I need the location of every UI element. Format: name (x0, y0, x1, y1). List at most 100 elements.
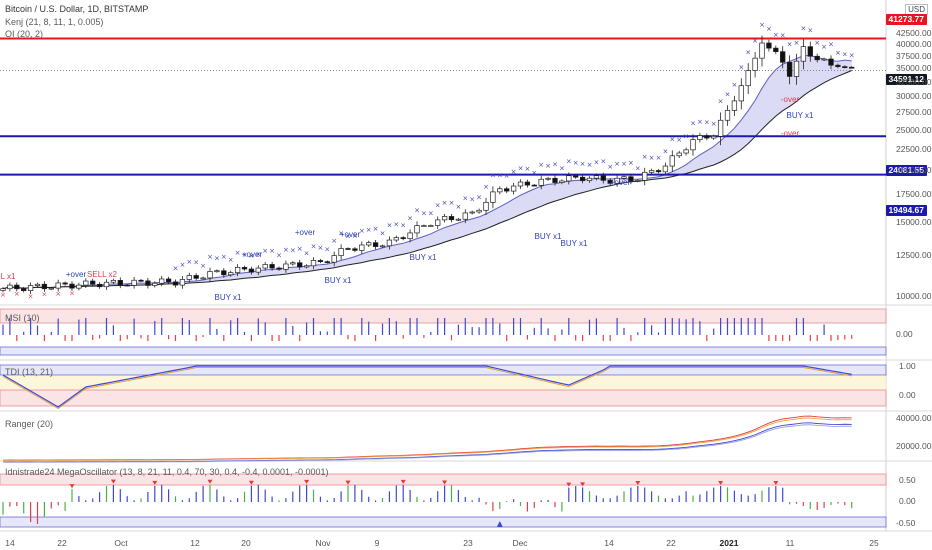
oi-marker: × (228, 256, 234, 264)
candle-body (372, 242, 379, 247)
mega-buy-arrow (496, 521, 503, 527)
mega-upper-zone (0, 473, 887, 486)
candle-body (359, 244, 365, 251)
price-axis-tick: 10000.00 (896, 290, 932, 301)
oi-marker: × (311, 242, 317, 250)
ranger-panel-label[interactable]: Ranger (20) (5, 419, 54, 429)
mega-sell-arrow (580, 482, 586, 487)
candle-body (303, 265, 310, 268)
candle-body (531, 184, 537, 187)
oi-marker: × (476, 194, 482, 202)
candle-body (621, 176, 627, 179)
candle-body (207, 271, 213, 279)
candle-body (310, 260, 317, 267)
oi-marker: × (628, 159, 634, 167)
candle-body (317, 260, 324, 262)
oi-marker: × (580, 160, 586, 168)
price-axis-tick: 42500.00 (896, 28, 932, 39)
ranger-band-line (2, 422, 852, 463)
mega-sell-arrow (69, 484, 75, 489)
tdi-signal-line (2, 367, 852, 410)
oi-marker: × (366, 226, 372, 234)
ranger-axis-tick: 20000.00 (896, 441, 932, 451)
msi-panel-label[interactable]: MSI (10) (5, 313, 40, 323)
oi-marker: × (807, 27, 813, 35)
time-axis-tick: 14 (5, 538, 15, 548)
candle-body (676, 152, 682, 157)
candle-body (821, 58, 827, 61)
oi-marker: × (331, 237, 337, 245)
candle-body (780, 51, 786, 63)
candle-body (490, 191, 496, 203)
candle-body (41, 283, 48, 290)
price-axis-tick: 15000.00 (896, 217, 932, 228)
oi-marker: × (207, 253, 213, 261)
mega-sell-arrow (718, 481, 724, 486)
candle-body (117, 280, 123, 286)
indicator-label-oi[interactable]: OI (20, 2) (5, 29, 44, 39)
oi-marker: × (828, 41, 834, 49)
tdi-axis-tick: 1.00 (899, 361, 916, 371)
candle-body (786, 61, 793, 77)
tdi-main-line (2, 365, 852, 408)
time-axis-tick: 11 (785, 538, 795, 548)
oi-marker: × (814, 39, 820, 47)
candle-body (628, 176, 634, 182)
oi-marker: × (676, 136, 682, 144)
oi-marker: × (683, 133, 689, 141)
msi-axis-tick: 0.00 (896, 329, 913, 339)
msi-lower-zone (0, 346, 887, 356)
time-axis-tick: 22 (666, 538, 676, 548)
oi-marker: × (669, 136, 675, 144)
price-axis-tick: 20000.00 (896, 165, 932, 175)
oi-marker: × (738, 63, 744, 71)
candle-body (648, 170, 655, 173)
candle-body (131, 279, 137, 286)
candle-body (745, 70, 751, 87)
oi-marker: × (566, 158, 572, 166)
time-axis-tick: 12 (190, 538, 200, 548)
mega-sell-arrow (635, 481, 641, 486)
msi-upper-zone (0, 308, 887, 324)
candle-body (393, 237, 399, 241)
time-axis-tick: 22 (57, 538, 67, 548)
mega-sell-arrow (110, 479, 116, 484)
candle-body (145, 280, 151, 286)
oi-marker: × (635, 164, 641, 172)
signal-label: +over (241, 250, 263, 259)
candle-body (455, 218, 462, 221)
oi-marker: × (800, 25, 806, 33)
price-axis-tick: 40000.00 (896, 39, 932, 50)
signal-label: BUY x1 (560, 239, 588, 248)
mega-sell-arrow (152, 480, 158, 485)
candle-body (614, 177, 620, 184)
oi-marker: × (511, 168, 517, 176)
candle-body (662, 165, 669, 173)
oi-marker: × (386, 222, 392, 230)
ranger-axis-tick: 40000.00 (896, 413, 932, 423)
oi-marker: × (338, 230, 344, 238)
candle-body (717, 119, 724, 137)
mega-lower-zone (0, 516, 887, 528)
candle-body (655, 170, 662, 173)
candle-body (248, 268, 255, 273)
candle-body (124, 284, 130, 287)
candle-body (517, 181, 524, 187)
candle-body (773, 47, 779, 53)
oi-marker: × (400, 221, 406, 229)
candle-body (828, 58, 834, 66)
oi-marker: × (573, 159, 579, 167)
indicator-label-kenj[interactable]: Kenj (21, 8, 11, 1, 0.005) (5, 17, 104, 27)
oi-marker-red: × (55, 290, 61, 298)
tdi-panel-label[interactable]: TDI (13, 21) (5, 367, 54, 377)
oi-marker-red: × (28, 293, 34, 301)
oi-marker: × (531, 169, 537, 177)
candle-body (152, 282, 158, 286)
oi-marker: × (552, 161, 558, 169)
mega-panel-label[interactable]: Idnistrade24 MegaOscillator (13, 8, 21, … (5, 467, 329, 477)
time-axis-tick: 23 (463, 538, 473, 548)
signal-label: BUY x1 (409, 253, 437, 262)
oi-marker: × (766, 25, 772, 33)
